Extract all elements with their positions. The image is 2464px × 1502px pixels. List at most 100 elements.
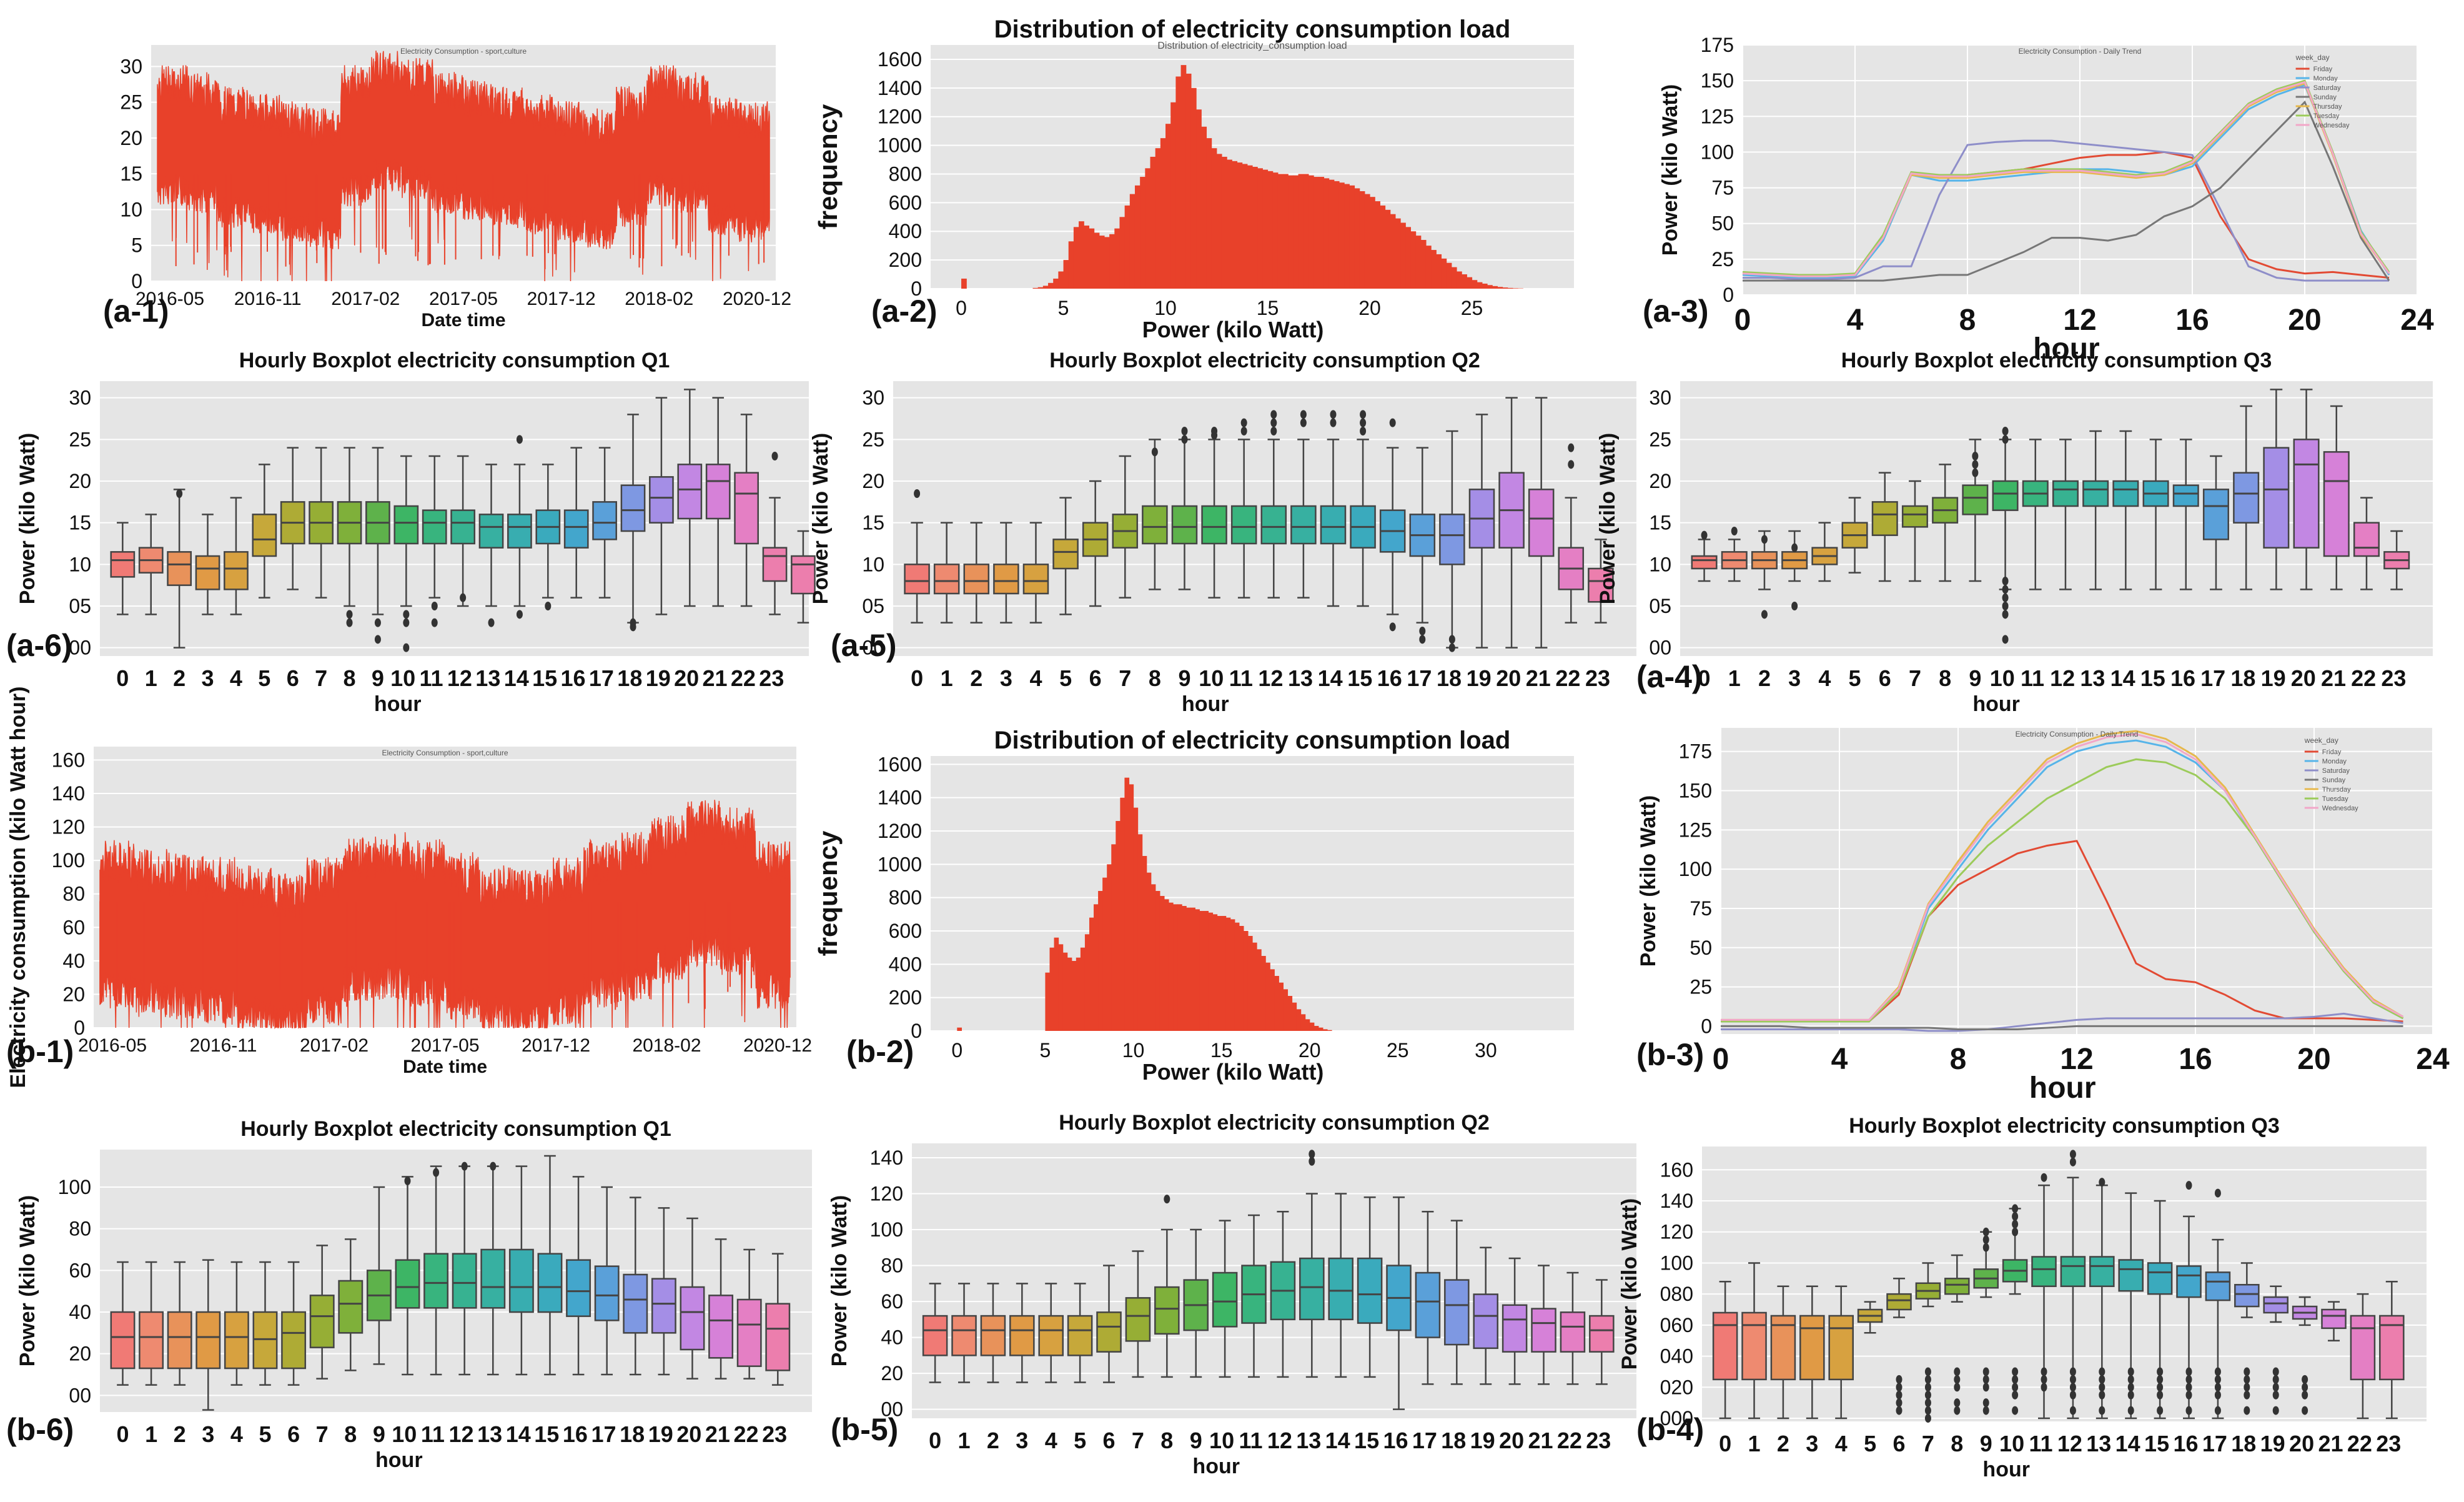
- y-tick-label: 0: [911, 277, 922, 300]
- outlier-point: [1181, 435, 1188, 444]
- y-tick-label: 25: [120, 91, 142, 114]
- box-18: [1439, 514, 1465, 565]
- outlier-point: [2002, 602, 2009, 610]
- y-tick-label: 00: [881, 1398, 903, 1421]
- box-23: [762, 547, 788, 582]
- x-tick-label: 15: [534, 1421, 559, 1447]
- histogram-bar: [1512, 288, 1518, 289]
- x-tick-label: 17: [1412, 1428, 1437, 1453]
- chart-inner-title: Electricity Consumption - Daily Trend: [2016, 730, 2139, 739]
- panel-label: (b-5): [831, 1412, 898, 1447]
- box-10: [1212, 1271, 1238, 1328]
- x-tick-label: 18: [620, 1421, 645, 1447]
- histogram-bar: [1314, 1026, 1319, 1031]
- panel-label: (a-5): [831, 628, 897, 663]
- x-tick-label: 20: [1499, 1428, 1524, 1453]
- panel-label: (a-2): [871, 294, 938, 329]
- y-tick-label: 60: [69, 1259, 91, 1281]
- outlier-point: [1982, 1383, 1989, 1392]
- x-tick-label: 18: [2230, 665, 2255, 691]
- histogram-bar: [1390, 214, 1396, 289]
- outlier-point: [2272, 1390, 2279, 1400]
- outlier-point: [2272, 1383, 2279, 1392]
- box-13: [1290, 505, 1317, 545]
- y-tick-label: 1000: [878, 853, 922, 875]
- box-7: [1125, 1297, 1151, 1342]
- outlier-point: [2272, 1406, 2279, 1415]
- outlier-point: [2069, 1367, 2076, 1376]
- box-21: [1528, 489, 1555, 557]
- x-tick-label: 15: [1354, 1428, 1379, 1453]
- y-axis-label: frequency: [813, 104, 843, 229]
- y-tick-label: 15: [1649, 512, 1671, 534]
- histogram-bar: [1431, 250, 1437, 289]
- series-line-sunday: [1721, 1025, 2403, 1030]
- x-tick-label: 10: [392, 1421, 417, 1447]
- x-tick-label: 1: [941, 665, 953, 691]
- y-tick-label: 30: [120, 55, 142, 77]
- chart-title: Hourly Boxplot electricity consumption Q…: [240, 1117, 671, 1141]
- y-tick-label: 80: [881, 1255, 903, 1277]
- x-tick-label: 11: [2029, 1431, 2052, 1456]
- x-tick-label: 6: [287, 665, 299, 691]
- histogram-bar: [1142, 856, 1147, 1031]
- outlier-point: [1924, 1398, 1931, 1408]
- box-14: [2118, 1259, 2144, 1292]
- box-16: [2176, 1265, 2202, 1298]
- histogram-bar: [1098, 891, 1103, 1031]
- histogram-bar: [1497, 287, 1503, 289]
- histogram-bar: [1221, 156, 1227, 289]
- outlier-point: [2185, 1383, 2192, 1392]
- box-19: [1473, 1293, 1498, 1350]
- outlier-point: [2244, 1390, 2250, 1400]
- box-6: [1096, 1311, 1122, 1353]
- histogram-bar: [1195, 909, 1200, 1031]
- y-tick-label: 00: [69, 1384, 91, 1406]
- histogram-bar: [1116, 821, 1121, 1031]
- y-tick-label: 100: [1679, 858, 1712, 880]
- x-tick-label: 1: [1748, 1431, 1761, 1456]
- x-tick-label: 25: [1387, 1039, 1409, 1062]
- x-tick-label: 8: [1951, 1431, 1963, 1456]
- x-axis-label: hour: [2033, 332, 2100, 366]
- histogram-bar: [1375, 201, 1380, 289]
- x-tick-label: 2016-05: [78, 1035, 147, 1056]
- panel-label: (b-4): [1636, 1412, 1704, 1447]
- histogram-bar: [1247, 165, 1253, 289]
- x-tick-label: 18: [617, 665, 642, 691]
- histogram-bar: [1239, 926, 1244, 1031]
- outlier-point: [2041, 1383, 2047, 1392]
- histogram-bar: [1410, 231, 1417, 289]
- outlier-point: [2244, 1383, 2250, 1392]
- legend-entry: Friday: [2322, 749, 2342, 756]
- y-tick-label: 1600: [878, 753, 922, 775]
- y-tick-label: 150: [1679, 780, 1712, 802]
- x-tick-label: 17: [2200, 665, 2225, 691]
- histogram-bar: [1062, 952, 1068, 1031]
- outlier-point: [1389, 622, 1396, 632]
- outlier-point: [1240, 418, 1247, 427]
- x-tick-label: 7: [1909, 665, 1921, 691]
- histogram-bar: [1175, 76, 1182, 289]
- box-15: [537, 1253, 563, 1313]
- outlier-point: [2214, 1367, 2221, 1376]
- outlier-point: [2127, 1383, 2134, 1392]
- histogram-bar: [1164, 899, 1169, 1031]
- outlier-point: [2302, 1375, 2308, 1384]
- histogram-bar: [1140, 177, 1145, 289]
- outlier-point: [1761, 535, 1768, 544]
- y-tick-label: 800: [889, 887, 922, 909]
- histogram-bar: [1212, 914, 1218, 1031]
- histogram-bar: [1146, 872, 1152, 1031]
- histogram-bar: [1283, 989, 1289, 1031]
- y-tick-label: 00: [69, 637, 91, 659]
- box-1: [1741, 1311, 1767, 1381]
- y-tick-label: 80: [69, 1218, 91, 1240]
- x-tick-label: 4: [230, 665, 242, 691]
- x-tick-label: 4: [230, 1421, 243, 1447]
- chart-inner-title: Electricity Consumption - Daily Trend: [2019, 47, 2142, 56]
- histogram-bar: [1328, 179, 1335, 289]
- series-line-saturday: [1743, 139, 2389, 282]
- y-axis-label: Power (kilo Watt): [809, 433, 833, 605]
- histogram-bar: [1045, 972, 1051, 1031]
